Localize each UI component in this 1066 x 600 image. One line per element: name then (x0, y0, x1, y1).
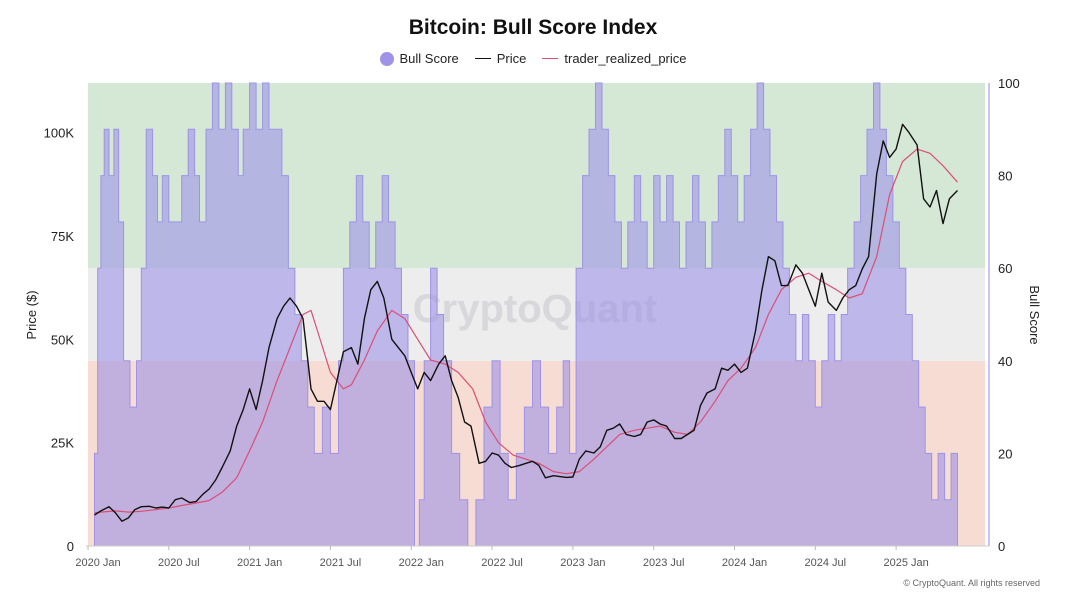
price-line[interactable] (94, 123, 959, 522)
y-left-tick-label: 25K (51, 436, 74, 451)
y-right-tick-label: 40 (998, 354, 1012, 369)
chart-title: Bitcoin: Bull Score Index (408, 16, 658, 39)
x-tick-label: 2023 Jan (560, 557, 605, 569)
y-axis-right-label: Bull Score (1027, 285, 1042, 344)
x-tick-label: 2020 Jan (75, 557, 120, 569)
price-lines (94, 123, 959, 522)
legend-swatch-bull-score (379, 51, 394, 66)
x-tick-label: 2024 Jul (805, 557, 847, 569)
legend-label-price: Price (496, 51, 527, 66)
chart-legend: Bull Score Price trader_realized_price (0, 51, 1066, 66)
x-tick-label: 2022 Jul (481, 557, 523, 569)
axes: 0 25K 50K 75K 100K 0 20 40 60 80 100 2020 Jan 2020 J… (44, 76, 1020, 569)
y-right-tick-label: 80 (998, 169, 1012, 184)
legend-item-trader-realized-price[interactable]: trader_realized_price (542, 51, 687, 66)
y-right-tick-label: 0 (998, 539, 1005, 554)
x-tick-label: 2021 Jul (320, 557, 362, 569)
y-right-tick-label: 100 (998, 76, 1020, 91)
y-left-tick-label: 50K (51, 332, 74, 347)
legend-swatch-trader-realized-price (542, 58, 559, 59)
copyright-text: © CryptoQuant. All rights reserved (903, 578, 1040, 588)
y-left-tick-label: 0 (67, 539, 74, 554)
y-axis-left-label: Price ($) (24, 290, 39, 339)
bull-score-series[interactable] (94, 82, 961, 547)
x-tick-label: 2020 Jul (158, 557, 200, 569)
legend-item-bull-score[interactable]: Bull Score (379, 51, 459, 66)
x-tick-label: 2022 Jan (399, 557, 444, 569)
x-tick-label: 2021 Jan (237, 557, 282, 569)
trader-realized-price-line[interactable] (94, 148, 958, 514)
y-left-tick-label: 100K (44, 126, 75, 141)
legend-swatch-price (474, 58, 491, 59)
x-tick-label: 2023 Jul (643, 557, 685, 569)
bull-score-area (94, 82, 961, 547)
x-tick-label: 2025 Jan (883, 557, 928, 569)
y-right-tick-label: 20 (998, 446, 1012, 461)
y-right-tick-label: 60 (998, 261, 1012, 276)
legend-label-trader-realized-price: trader_realized_price (564, 51, 687, 66)
x-tick-label: 2024 Jan (722, 557, 767, 569)
y-left-tick-label: 75K (51, 229, 74, 244)
legend-item-price[interactable]: Price (474, 51, 527, 66)
legend-label-bull-score: Bull Score (399, 51, 459, 66)
